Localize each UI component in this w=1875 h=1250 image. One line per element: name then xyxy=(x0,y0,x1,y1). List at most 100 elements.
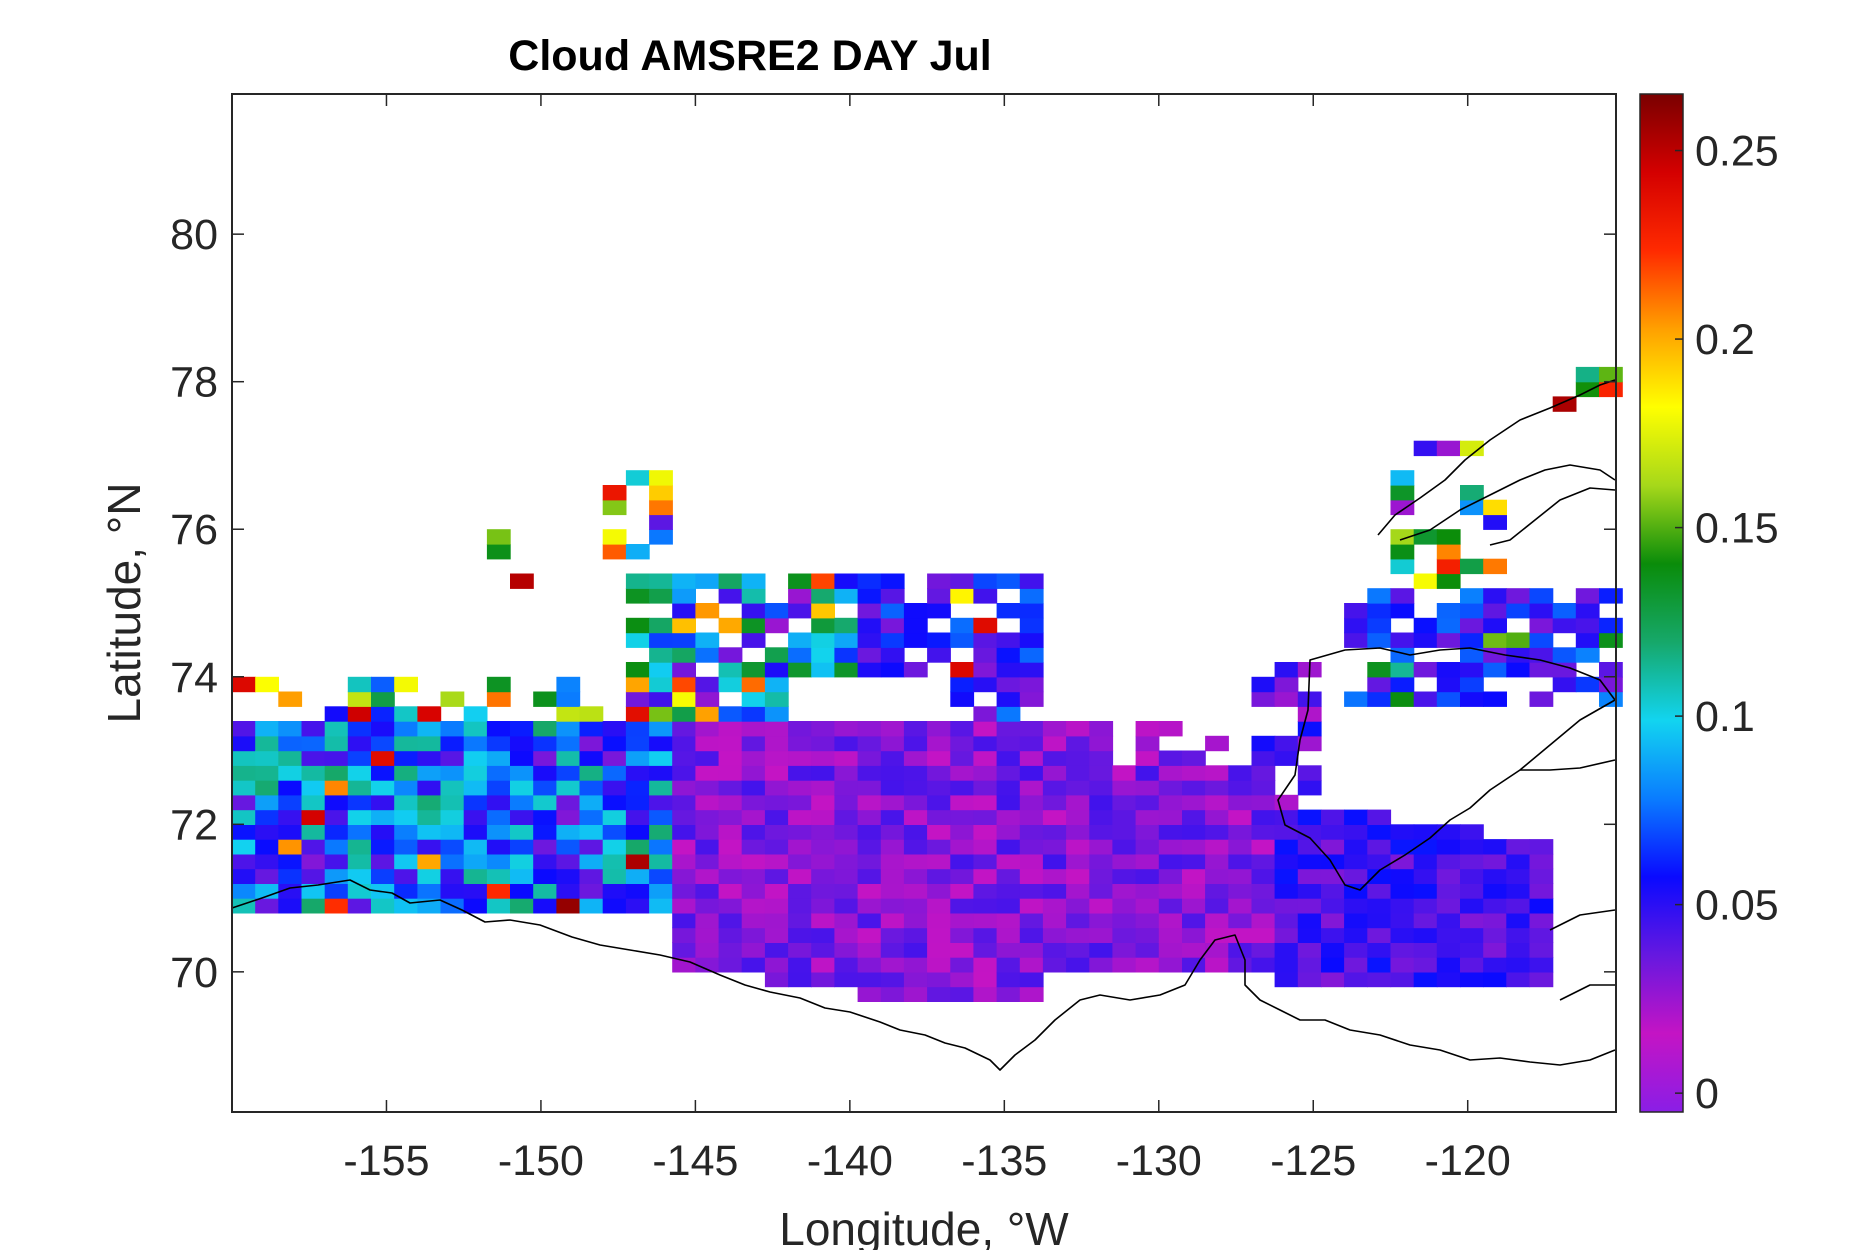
heatmap-cell xyxy=(1529,957,1554,973)
heatmap-cell xyxy=(741,721,766,737)
heatmap-cell xyxy=(1552,396,1577,412)
heatmap-cell xyxy=(1297,824,1322,840)
heatmap-cell xyxy=(1321,898,1345,914)
heatmap-cell xyxy=(1483,588,1507,604)
heatmap-cell xyxy=(533,735,557,752)
heatmap-cell xyxy=(1529,883,1554,899)
heatmap-cell xyxy=(1297,735,1322,752)
heatmap-cell xyxy=(1135,765,1160,781)
heatmap-cell xyxy=(695,706,720,722)
victoria-island-south xyxy=(1277,647,1616,891)
heatmap-cell xyxy=(1390,942,1415,958)
heatmap-cell xyxy=(880,839,905,855)
heatmap-cell xyxy=(764,780,789,796)
heatmap-cell xyxy=(880,573,905,589)
heatmap-cell xyxy=(463,868,488,884)
heatmap-cell xyxy=(1066,912,1090,929)
heatmap-cell xyxy=(394,750,418,766)
heatmap-cell xyxy=(718,750,743,766)
heatmap-cell xyxy=(950,721,975,737)
heatmap-cell xyxy=(649,735,673,752)
heatmap-cell xyxy=(1297,765,1322,781)
heatmap-cell xyxy=(1042,750,1067,766)
y-axis-label: Latitude, °N xyxy=(98,483,150,724)
heatmap-cell xyxy=(486,765,511,781)
heatmap-cell xyxy=(1344,898,1368,914)
heatmap-cell xyxy=(579,721,604,737)
heatmap-cell xyxy=(1367,617,1392,634)
heatmap-cell xyxy=(695,853,720,870)
heatmap-cell xyxy=(232,676,256,693)
heatmap-cell xyxy=(625,588,650,604)
heatmap-cell xyxy=(1436,971,1461,988)
heatmap-cell xyxy=(1274,750,1299,766)
heatmap-cell xyxy=(903,898,928,914)
heatmap-cell xyxy=(1413,971,1438,988)
heatmap-cell xyxy=(1483,558,1507,575)
heatmap-cell xyxy=(1112,868,1137,884)
heatmap-cell xyxy=(394,765,418,781)
heatmap-cell xyxy=(1205,839,1229,855)
heatmap-cell xyxy=(347,750,372,766)
heatmap-cell xyxy=(1297,898,1322,914)
heatmap-cell xyxy=(811,809,835,825)
heatmap-cell xyxy=(927,942,951,958)
heatmap-cell xyxy=(903,912,928,929)
heatmap-cell xyxy=(1205,912,1229,929)
heatmap-cell xyxy=(857,632,882,648)
heatmap-cell xyxy=(672,706,696,722)
x-ticks: -155 -150 -145 -140 -135 -130 -125 -120 xyxy=(343,94,1511,1185)
heatmap-cell xyxy=(371,691,395,707)
heatmap-cell xyxy=(996,573,1021,589)
heatmap-cell xyxy=(903,765,928,781)
heatmap-cell xyxy=(1390,691,1415,707)
heatmap-cell xyxy=(1019,735,1044,752)
heatmap-cell xyxy=(602,780,627,796)
heatmap-cell xyxy=(950,971,975,988)
heatmap-cell xyxy=(394,780,418,796)
heatmap-cell xyxy=(1042,853,1067,870)
heatmap-cell xyxy=(811,603,835,619)
heatmap-cell xyxy=(278,839,303,855)
heatmap-cell xyxy=(533,794,557,811)
heatmap-cell xyxy=(718,794,743,811)
heatmap-cell xyxy=(857,765,882,781)
heatmap-cell xyxy=(1460,971,1484,988)
heatmap-cell xyxy=(695,735,720,752)
heatmap-cell xyxy=(788,588,812,604)
heatmap-cell xyxy=(695,603,720,619)
heatmap-cell xyxy=(649,883,673,899)
heatmap-cell xyxy=(672,573,696,589)
heatmap-cell xyxy=(510,898,534,914)
heatmap-cell xyxy=(1413,898,1438,914)
heatmap-cell xyxy=(1506,957,1531,973)
heatmap-cell xyxy=(1436,676,1461,693)
heatmap-cell xyxy=(1483,632,1507,648)
heatmap-cell xyxy=(556,676,581,693)
heatmap-cell xyxy=(1460,868,1484,884)
heatmap-cell xyxy=(1251,839,1276,855)
heatmap-cell xyxy=(1019,853,1044,870)
heatmap-cell xyxy=(695,912,720,929)
heatmap-cell xyxy=(973,957,998,973)
heatmap-cell xyxy=(1413,662,1438,678)
heatmap-cell xyxy=(440,839,465,855)
heatmap-cell xyxy=(556,706,581,722)
heatmap-cell xyxy=(1112,883,1137,899)
heatmap-cell xyxy=(950,986,975,1002)
heatmap-cell xyxy=(1112,794,1137,811)
heatmap-cell xyxy=(903,603,928,619)
heatmap-cell xyxy=(880,721,905,737)
heatmap-cell xyxy=(1158,957,1183,973)
heatmap-cell xyxy=(973,853,998,870)
heatmap-cell xyxy=(695,573,720,589)
heatmap-cell xyxy=(1297,868,1322,884)
heatmap-cell xyxy=(788,794,812,811)
heatmap-cell xyxy=(1599,366,1623,383)
heatmap-cell xyxy=(232,868,256,884)
heatmap-cell xyxy=(880,735,905,752)
heatmap-cell xyxy=(880,647,905,663)
heatmap-cell xyxy=(996,632,1021,648)
heatmap-cell xyxy=(1460,824,1484,840)
heatmap-cell xyxy=(927,780,951,796)
